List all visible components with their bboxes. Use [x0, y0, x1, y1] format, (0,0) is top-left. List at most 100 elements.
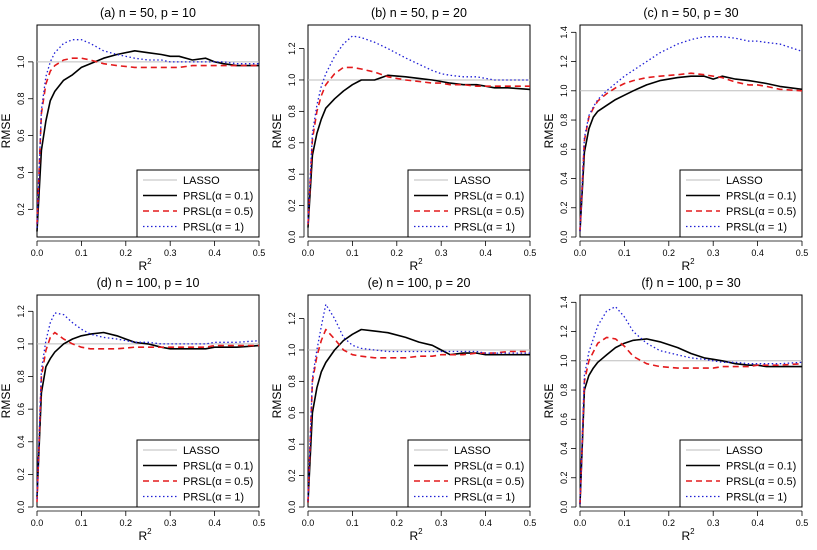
panel-5-legend-box	[407, 439, 531, 508]
panel-6-x-tick-label-0: 0.0	[574, 518, 587, 528]
panel-6-legend-box	[679, 439, 803, 508]
chart-panel-5: (e) n = 100, p = 20 0.0 0.1 0.2 0.3 0.4 0.5 R2 0…	[270, 276, 536, 543]
panel-5-y-tick-label-1: 0.2	[287, 469, 297, 482]
panel-4-y-tick-label-1: 0.2	[16, 468, 26, 481]
panel-1-x-tick-label-4: 0.4	[208, 248, 221, 258]
panel-1-series-alpha-0-1	[36, 49, 259, 232]
panel-5-x-tick-label-5: 0.5	[524, 518, 537, 528]
panel-2-series-alpha-0-5	[307, 66, 530, 225]
panel-2-legend-label-lasso: LASSO	[454, 175, 491, 187]
panel-4-y-tick-label-3: 0.6	[16, 403, 26, 416]
panel-5-legend-label-alpha-0-1: PRSL(α = 0.1)	[454, 461, 524, 473]
panel-3-y-tick-label-0: 0.0	[559, 231, 569, 244]
panel-5-y-tick-label-6: 1.2	[287, 312, 297, 325]
panel-6-x-tick-label-3: 0.3	[707, 518, 720, 528]
panel-6-y-tick-label-4: 0.8	[559, 384, 569, 397]
panel-6-x-axis-title: R2	[681, 527, 695, 543]
panel-6-legend-label-alpha-1: PRSL(α = 1)	[726, 492, 787, 504]
panel-6-y-axis-title: RMSE	[542, 384, 556, 419]
panel-3-x-tick-label-4: 0.4	[751, 248, 764, 258]
panel-5-y-tick-label-4: 0.8	[287, 375, 297, 388]
panel-4-legend-label-alpha-0-1: PRSL(α = 0.1)	[183, 461, 253, 473]
panel-6-y-tick-label-2: 0.4	[559, 442, 569, 455]
panel-5-y-axis-title: RMSE	[270, 384, 284, 419]
chart-panel-2: (b) n = 50, p = 20 0.0 0.1 0.2 0.3 0.4 0.5 R2 0.…	[270, 6, 536, 273]
panel-2-series-alpha-1	[307, 35, 530, 223]
panel-2-legend-label-alpha-1: PRSL(α = 1)	[454, 222, 515, 234]
panel-1-x-tick-label-5: 0.5	[253, 248, 266, 258]
panel-5-x-tick-label-4: 0.4	[479, 518, 492, 528]
panel-5-legend-label-lasso: LASSO	[454, 445, 491, 457]
chart-panel-6: (f) n = 100, p = 30 0.0 0.1 0.2 0.3 0.4 0.5 R2 0…	[542, 276, 808, 543]
panel-3-legend-label-lasso: LASSO	[726, 175, 763, 187]
panel-3-y-tick-label-6: 1.2	[559, 55, 569, 68]
panel-4-legend-label-lasso: LASSO	[183, 445, 220, 457]
panel-1-legend-label-alpha-0-1: PRSL(α = 0.1)	[183, 191, 253, 203]
panel-1-y-axis-title: RMSE	[0, 114, 13, 149]
panel-3-series-alpha-1	[579, 36, 803, 232]
panel-4-legend-label-alpha-0-5: PRSL(α = 0.5)	[183, 476, 253, 488]
panel-6-y-tick-label-5: 1.0	[559, 355, 569, 368]
panel-3-x-axis-title: R2	[681, 257, 695, 273]
panel-1-y-tick-label-0: 0.2	[16, 203, 26, 216]
panel-3-y-axis-title: RMSE	[542, 114, 556, 149]
panel-2-y-tick-label-3: 0.6	[287, 137, 297, 150]
panel-6-y-tick-label-3: 0.6	[559, 413, 569, 426]
panel-3-x-tick-label-2: 0.2	[663, 248, 676, 258]
panel-5-y-tick-label-5: 1.0	[287, 344, 297, 357]
chart-panel-1: (a) n = 50, p = 10 0.0 0.1 0.2 0.3 0.4 0.5 R2 0.…	[0, 6, 265, 273]
panel-6-x-tick-label-1: 0.1	[618, 518, 631, 528]
panel-3-y-tick-label-5: 1.0	[559, 85, 569, 98]
panel-3-x-tick-label-0: 0.0	[574, 248, 587, 258]
panel-4-x-tick-label-2: 0.2	[120, 518, 133, 528]
panel-4-x-tick-label-5: 0.5	[253, 518, 266, 528]
panel-3-legend-label-alpha-0-5: PRSL(α = 0.5)	[726, 206, 796, 218]
panel-4-y-axis-title: RMSE	[0, 384, 13, 419]
panel-6-y-tick-label-6: 1.2	[559, 325, 569, 338]
panel-1-x-tick-label-2: 0.2	[120, 248, 133, 258]
panel-4-legend-label-alpha-1: PRSL(α = 1)	[183, 492, 244, 504]
panel-2-y-tick-label-2: 0.4	[287, 168, 297, 181]
panel-5-series-alpha-1	[307, 303, 530, 501]
panel-2-legend-label-alpha-0-5: PRSL(α = 0.5)	[454, 206, 524, 218]
panel-6-x-tick-label-4: 0.4	[751, 518, 764, 528]
panel-6-legend-label-alpha-0-5: PRSL(α = 0.5)	[726, 476, 796, 488]
panel-2-y-tick-label-5: 1.0	[287, 74, 297, 87]
panel-4-x-tick-label-1: 0.1	[75, 518, 88, 528]
panel-1-series-alpha-0-5	[36, 57, 259, 225]
panel-5-x-tick-label-1: 0.1	[346, 518, 359, 528]
panel-3-y-tick-label-1: 0.2	[559, 202, 569, 215]
panel-3-x-tick-label-5: 0.5	[796, 248, 809, 258]
panel-3-series-alpha-0-1	[579, 75, 803, 232]
panel-1-y-tick-label-3: 0.8	[16, 92, 26, 105]
panel-3-legend-label-alpha-1: PRSL(α = 1)	[726, 222, 787, 234]
panel-2-x-tick-label-4: 0.4	[479, 248, 492, 258]
panel-1-legend-label-lasso: LASSO	[183, 175, 220, 187]
panel-4-x-tick-label-3: 0.3	[164, 518, 177, 528]
panel-4-series-alpha-0-5	[36, 331, 259, 503]
panel-1-legend-label-alpha-1: PRSL(α = 1)	[183, 222, 244, 234]
panel-1-legend-box	[136, 169, 260, 238]
panel-5-series-alpha-0-1	[307, 328, 530, 503]
panel-3-y-tick-label-4: 0.8	[559, 114, 569, 127]
panel-3-series-alpha-0-5	[579, 72, 803, 232]
panel-4-x-tick-label-4: 0.4	[208, 518, 221, 528]
panel-2-y-tick-label-4: 0.8	[287, 105, 297, 118]
panel-5-series-alpha-0-5	[307, 328, 530, 503]
panel-5-y-tick-label-2: 0.4	[287, 438, 297, 451]
panel-6-legend-label-lasso: LASSO	[726, 445, 763, 457]
panel-4-title: (d) n = 100, p = 10	[97, 276, 200, 290]
panel-5-legend-label-alpha-1: PRSL(α = 1)	[454, 492, 515, 504]
panel-4-y-tick-label-2: 0.4	[16, 436, 26, 449]
panel-5-x-tick-label-0: 0.0	[302, 518, 315, 528]
panel-3-legend-label-alpha-0-1: PRSL(α = 0.1)	[726, 191, 796, 203]
panel-4-y-tick-label-4: 0.8	[16, 370, 26, 383]
panel-2-x-axis-title: R2	[409, 257, 423, 273]
panel-2-title: (b) n = 50, p = 20	[371, 6, 467, 20]
panel-2-x-tick-label-3: 0.3	[435, 248, 448, 258]
panel-2-y-tick-label-0: 0.0	[287, 231, 297, 244]
panel-2-y-tick-label-1: 0.2	[287, 199, 297, 212]
panel-4-legend-box	[136, 439, 260, 508]
